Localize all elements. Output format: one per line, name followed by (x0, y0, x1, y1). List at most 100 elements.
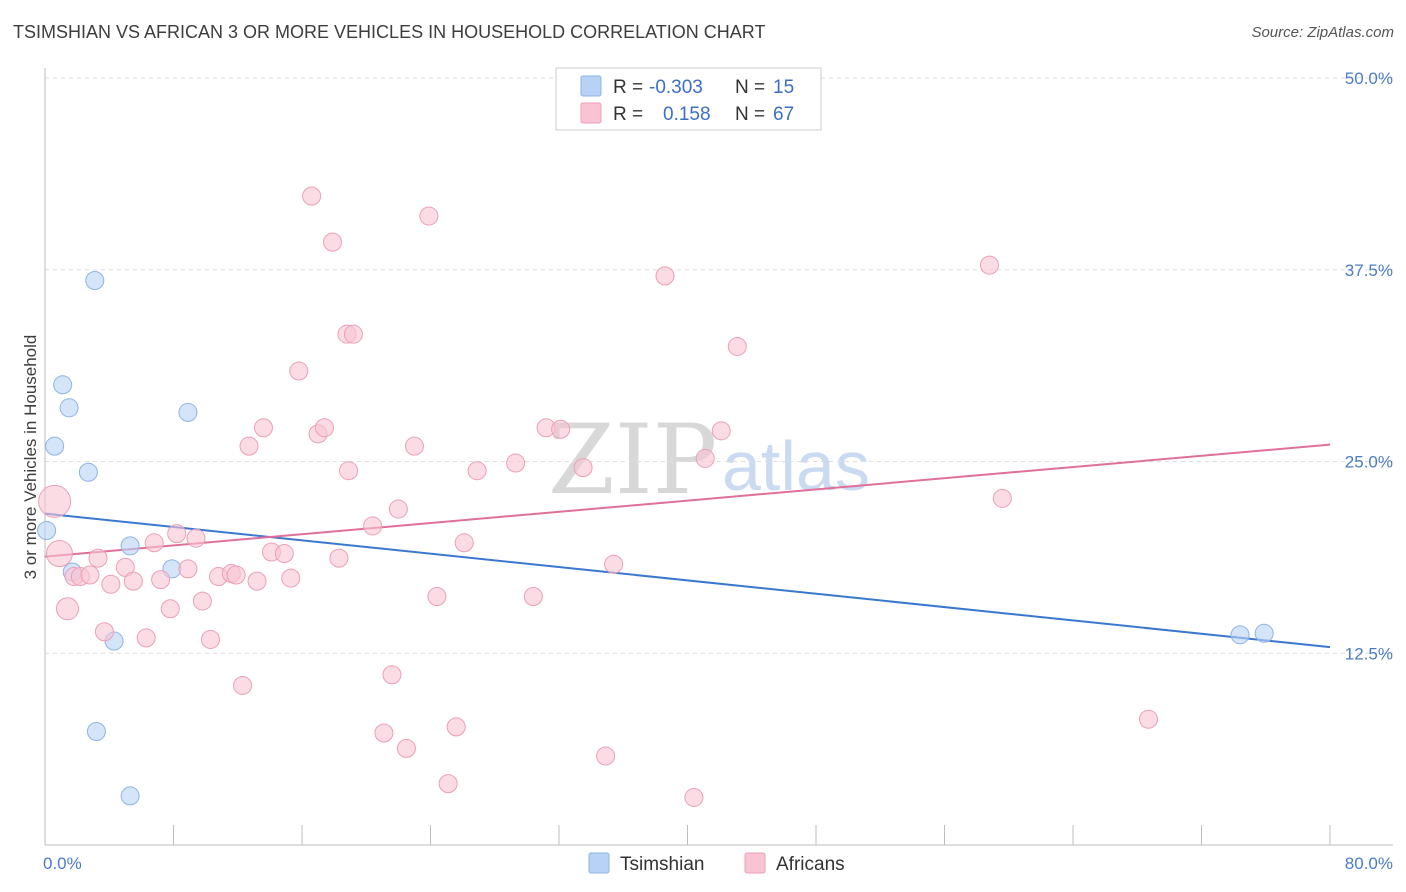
africans-point (178, 559, 198, 579)
y-tick-label: 12.5% (1345, 644, 1393, 663)
africans-point (382, 665, 402, 685)
tsimshian-point (178, 402, 198, 422)
x-tick-label: 80.0% (1345, 854, 1393, 873)
africans-point (404, 436, 424, 456)
tsimshian-point (120, 536, 140, 556)
africans-point (427, 586, 447, 606)
tsimshian-legend-label: Tsimshian (620, 854, 704, 875)
watermark-zip: ZIP (548, 404, 717, 516)
tsimshian-trend-line (44, 512, 1331, 649)
africans-point (467, 461, 487, 481)
africans-point (239, 436, 259, 456)
tsimshian-point (86, 721, 106, 741)
africans-point (343, 324, 363, 344)
africans-point (247, 571, 267, 591)
tsimshian-point (37, 521, 57, 541)
tsimshian-n-value: 15 (773, 77, 794, 98)
africans-point (186, 528, 206, 548)
africans-point (88, 548, 108, 568)
africans-point (281, 568, 301, 588)
x-tick-label: 0.0% (43, 854, 82, 873)
africans-point (136, 628, 156, 648)
africans-point (151, 570, 171, 590)
y-axis-label: 3 or more Vehicles in Household (21, 335, 40, 580)
africans-point (339, 461, 359, 481)
africans-point (979, 255, 999, 275)
africans-r-label: R = (613, 104, 643, 125)
africans-point (101, 574, 121, 594)
tick-labels: 12.5% 25.0% 37.5% 50.0% 0.0% 80.0% (43, 69, 1393, 873)
y-tick-label: 50.0% (1345, 69, 1393, 88)
africans-n-label: N = (735, 104, 765, 125)
tsimshian-point (1254, 623, 1274, 643)
tsimshian-r-label: R = (613, 77, 643, 98)
africans-point (274, 544, 294, 564)
africans-r-value: 0.158 (663, 104, 711, 125)
tsimshian-point (120, 786, 140, 806)
series-legend: Tsimshian Africans (588, 852, 845, 875)
africans-point (253, 418, 273, 438)
trend-lines (44, 443, 1331, 649)
africans-point (226, 565, 246, 585)
africans-point (684, 787, 704, 807)
africans-point (506, 453, 526, 473)
africans-point (655, 266, 675, 286)
africans-point (454, 533, 474, 553)
tsimshian-point (85, 270, 105, 290)
africans-point (80, 565, 100, 585)
africans-point (123, 571, 143, 591)
africans-point (323, 232, 343, 252)
watermark-atlas: atlas (722, 427, 870, 505)
africans-point (302, 186, 322, 206)
africans-point (374, 723, 394, 743)
tsimshian-r-value: -0.303 (649, 77, 703, 98)
africans-point (314, 418, 334, 438)
africans-point (200, 629, 220, 649)
chart-source: Source: ZipAtlas.com (1251, 24, 1394, 41)
africans-point (551, 419, 571, 439)
africans-point (438, 774, 458, 794)
tsimshian-n-label: N = (735, 77, 765, 98)
africans-point (604, 554, 624, 574)
africans-point (727, 336, 747, 356)
tsimshian-stats-swatch (580, 75, 602, 97)
africans-point (523, 586, 543, 606)
tsimshian-point (78, 462, 98, 482)
tsimshian-point (59, 398, 79, 418)
tsimshian-legend-swatch (588, 852, 610, 874)
africans-point (363, 516, 383, 536)
africans-trend-line (44, 443, 1331, 558)
africans-point (1138, 709, 1158, 729)
axes (44, 68, 1393, 846)
africans-point (446, 717, 466, 737)
africans-point (596, 746, 616, 766)
chart-title: TSIMSHIAN VS AFRICAN 3 OR MORE VEHICLES … (13, 22, 766, 42)
africans-point (94, 622, 114, 642)
africans-n-value: 67 (773, 104, 794, 125)
tsimshian-point (1230, 625, 1250, 645)
africans-point (711, 421, 731, 441)
africans-point (144, 533, 164, 553)
stats-legend: R = -0.303 N = 15 R = 0.158 N = 67 (555, 67, 822, 131)
africans-point (192, 591, 212, 611)
africans-point (573, 458, 593, 478)
africans-point (329, 548, 349, 568)
y-tick-label: 25.0% (1345, 453, 1393, 472)
africans-point (419, 206, 439, 226)
tsimshian-point (53, 375, 73, 395)
africans-legend-swatch (744, 852, 766, 874)
africans-point (45, 540, 73, 568)
africans-point (396, 738, 416, 758)
africans-point (695, 448, 715, 468)
africans-point (233, 675, 253, 695)
data-points (37, 186, 1274, 807)
africans-point (55, 597, 79, 621)
africans-point (289, 361, 309, 381)
africans-point (167, 524, 187, 544)
gridlines (45, 77, 1393, 654)
y-tick-label: 37.5% (1345, 261, 1393, 280)
africans-point (388, 499, 408, 519)
africans-point (992, 488, 1012, 508)
africans-legend-label: Africans (776, 854, 845, 875)
